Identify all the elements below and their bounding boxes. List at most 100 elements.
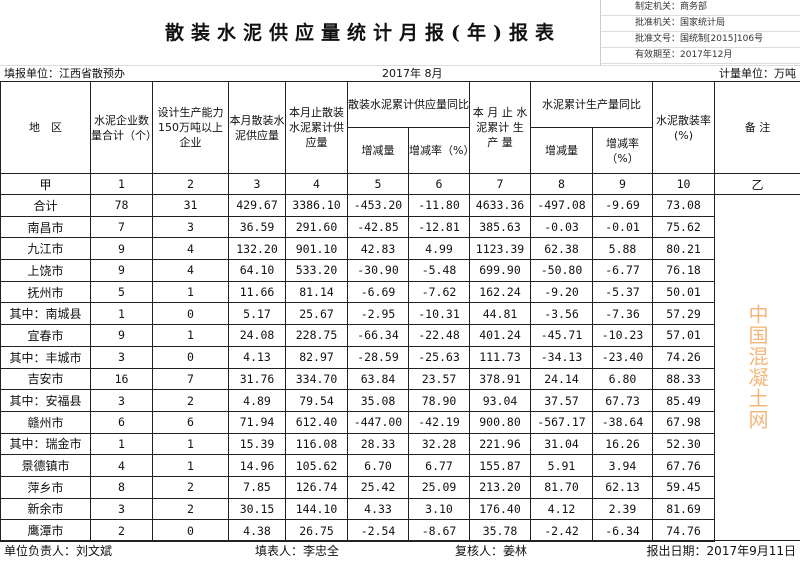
value-cell: 31.76 bbox=[229, 368, 286, 390]
header-production-rate: 增减率（%） bbox=[593, 128, 653, 174]
value-cell: 4 bbox=[153, 238, 229, 260]
value-cell: 3 bbox=[153, 216, 229, 238]
header-supply-yoy: 散装水泥累计供应量同比 bbox=[348, 82, 470, 128]
value-cell: -453.20 bbox=[348, 195, 409, 217]
value-cell: -497.08 bbox=[531, 195, 593, 217]
meta-line: 批准机关：国家统计局 bbox=[601, 16, 800, 32]
meta-line: 制定机关：商务部 bbox=[601, 0, 800, 16]
measure-unit: 计量单位：万吨 bbox=[719, 66, 796, 81]
value-cell: 62.38 bbox=[531, 238, 593, 260]
value-cell: 1 bbox=[91, 303, 153, 325]
value-cell: 105.62 bbox=[286, 455, 348, 477]
header-cum-supply: 本月止散装水泥累计供应量 bbox=[286, 82, 348, 174]
value-cell: 385.63 bbox=[470, 216, 531, 238]
value-cell: 81.69 bbox=[653, 498, 715, 520]
value-cell: 67.76 bbox=[653, 455, 715, 477]
value-cell: 3 bbox=[91, 346, 153, 368]
remark-cell: 中国混凝土网 bbox=[715, 195, 800, 542]
region-cell: 鹰潭市 bbox=[1, 520, 91, 542]
footer: 单位负责人：刘文斌 填表人：李忠全 复核人：姜林 报出日期：2017年9月11日 bbox=[0, 540, 800, 561]
value-cell: -7.36 bbox=[593, 303, 653, 325]
value-cell: 93.04 bbox=[470, 390, 531, 412]
value-cell: 42.83 bbox=[348, 238, 409, 260]
value-cell: 57.01 bbox=[653, 325, 715, 347]
index-cell: 7 bbox=[470, 174, 531, 195]
value-cell: 73.08 bbox=[653, 195, 715, 217]
value-cell: 111.73 bbox=[470, 346, 531, 368]
value-cell: 81.70 bbox=[531, 476, 593, 498]
value-cell: 699.90 bbox=[470, 260, 531, 282]
report-date: 报出日期：2017年9月11日 bbox=[647, 541, 796, 562]
value-cell: 31.04 bbox=[531, 433, 593, 455]
value-cell: -5.37 bbox=[593, 281, 653, 303]
value-cell: 612.40 bbox=[286, 411, 348, 433]
value-cell: 5.88 bbox=[593, 238, 653, 260]
value-cell: 213.20 bbox=[470, 476, 531, 498]
value-cell: 37.57 bbox=[531, 390, 593, 412]
value-cell: 8 bbox=[91, 476, 153, 498]
value-cell: 78.90 bbox=[409, 390, 470, 412]
value-cell: 1 bbox=[153, 433, 229, 455]
value-cell: -10.23 bbox=[593, 325, 653, 347]
value-cell: 28.33 bbox=[348, 433, 409, 455]
value-cell: -0.03 bbox=[531, 216, 593, 238]
value-cell: 82.97 bbox=[286, 346, 348, 368]
value-cell: 3 bbox=[91, 390, 153, 412]
value-cell: 9 bbox=[91, 325, 153, 347]
value-cell: -0.01 bbox=[593, 216, 653, 238]
value-cell: 5.17 bbox=[229, 303, 286, 325]
value-cell: -11.80 bbox=[409, 195, 470, 217]
statistics-table: 地 区 水泥企业数量合计（个） 设计生产能力150万吨以上企业 本月散装水泥供应… bbox=[0, 81, 800, 542]
report-header: 散装水泥供应量统计月报(年)报表 制定机关：商务部 批准机关：国家统计局 批准文… bbox=[0, 0, 800, 66]
unit-head: 单位负责人：刘文斌 bbox=[4, 541, 112, 562]
value-cell: 14.96 bbox=[229, 455, 286, 477]
value-cell: 75.62 bbox=[653, 216, 715, 238]
value-cell: 63.84 bbox=[348, 368, 409, 390]
meta-line: 有效期至：2017年12月 bbox=[601, 48, 800, 64]
value-cell: 6 bbox=[153, 411, 229, 433]
value-cell: 0 bbox=[153, 346, 229, 368]
value-cell: 88.33 bbox=[653, 368, 715, 390]
value-cell: -12.81 bbox=[409, 216, 470, 238]
value-cell: 7 bbox=[153, 368, 229, 390]
value-cell: 64.10 bbox=[229, 260, 286, 282]
value-cell: 3386.10 bbox=[286, 195, 348, 217]
value-cell: 116.08 bbox=[286, 433, 348, 455]
header-cum-production: 本 月 止 水泥累计 生 产 量 bbox=[470, 82, 531, 174]
region-cell: 宜春市 bbox=[1, 325, 91, 347]
value-cell: -567.17 bbox=[531, 411, 593, 433]
value-cell: 5 bbox=[91, 281, 153, 303]
region-cell: 其中：安福县 bbox=[1, 390, 91, 412]
value-cell: 5.91 bbox=[531, 455, 593, 477]
value-cell: -2.42 bbox=[531, 520, 593, 542]
value-cell: -22.48 bbox=[409, 325, 470, 347]
value-cell: 7.85 bbox=[229, 476, 286, 498]
index-cell: 3 bbox=[229, 174, 286, 195]
region-cell: 九江市 bbox=[1, 238, 91, 260]
region-cell: 新余市 bbox=[1, 498, 91, 520]
value-cell: 9 bbox=[91, 260, 153, 282]
value-cell: 2.39 bbox=[593, 498, 653, 520]
index-cell: 4 bbox=[286, 174, 348, 195]
region-cell: 合计 bbox=[1, 195, 91, 217]
value-cell: 50.01 bbox=[653, 281, 715, 303]
value-cell: 26.75 bbox=[286, 520, 348, 542]
region-cell: 南昌市 bbox=[1, 216, 91, 238]
value-cell: 0 bbox=[153, 303, 229, 325]
value-cell: 35.78 bbox=[470, 520, 531, 542]
value-cell: 35.08 bbox=[348, 390, 409, 412]
value-cell: 74.26 bbox=[653, 346, 715, 368]
value-cell: 74.76 bbox=[653, 520, 715, 542]
value-cell: -25.63 bbox=[409, 346, 470, 368]
value-cell: 32.28 bbox=[409, 433, 470, 455]
value-cell: -10.31 bbox=[409, 303, 470, 325]
index-cell: 2 bbox=[153, 174, 229, 195]
value-cell: -6.69 bbox=[348, 281, 409, 303]
reporting-unit: 填报单位：江西省散预办 bbox=[4, 66, 125, 81]
header-production-yoy: 水泥累计生产量同比 bbox=[531, 82, 653, 128]
